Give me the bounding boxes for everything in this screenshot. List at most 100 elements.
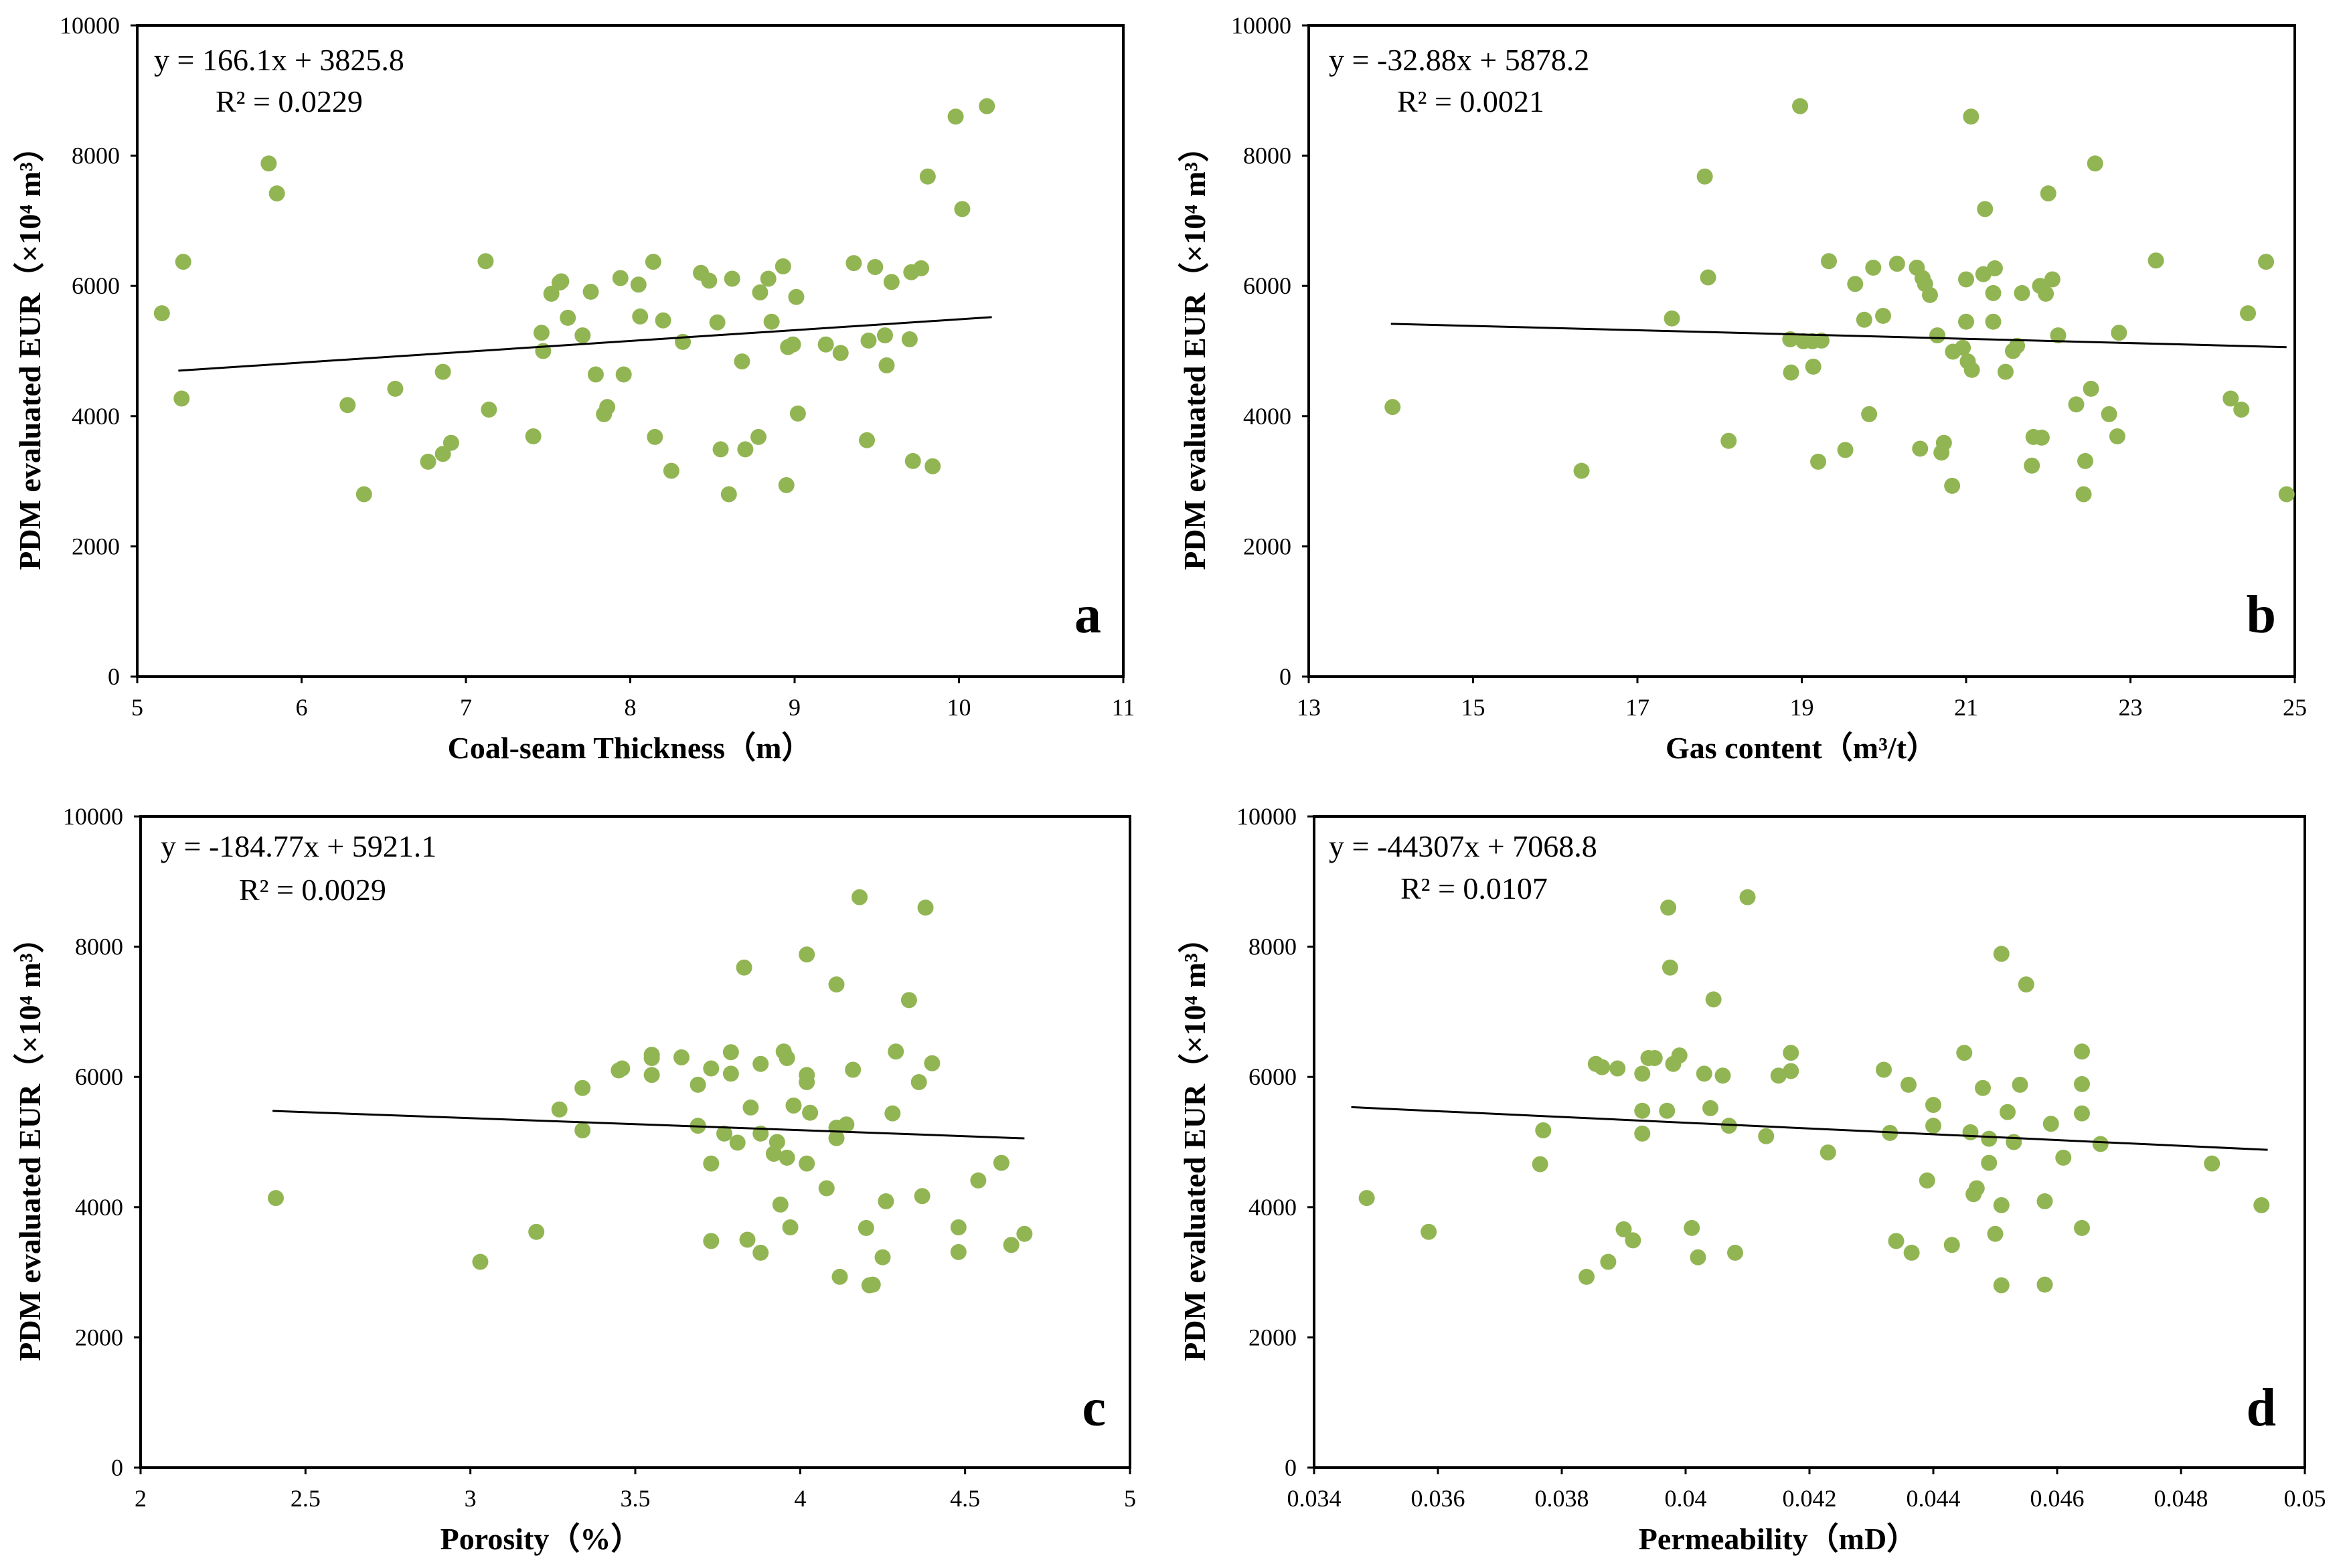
data-point xyxy=(799,1155,815,1172)
data-point xyxy=(1997,363,2014,380)
data-point xyxy=(1993,1277,2010,1294)
data-point xyxy=(736,959,752,976)
x-tick-label: 10 xyxy=(947,694,971,721)
data-point xyxy=(2101,406,2117,422)
data-point xyxy=(701,272,718,289)
data-point xyxy=(582,283,599,300)
data-point xyxy=(2040,185,2056,202)
data-point xyxy=(1958,271,1974,288)
y-tick-label: 6000 xyxy=(1243,272,1291,299)
data-point xyxy=(1993,1197,2010,1213)
x-axis-label: Permeability（mD） xyxy=(1639,1522,1917,1556)
data-point xyxy=(724,270,740,287)
data-point xyxy=(877,327,894,344)
data-point xyxy=(1981,1130,1998,1147)
regression-equation: y = -32.88x + 5878.2 xyxy=(1329,43,1589,77)
data-point xyxy=(1421,1223,1437,1240)
x-tick-label: 13 xyxy=(1297,694,1321,721)
plot-area-frame xyxy=(1307,24,2296,678)
y-tick-label: 6000 xyxy=(1248,1063,1297,1090)
data-point xyxy=(267,1190,284,1207)
data-point xyxy=(2253,1197,2270,1213)
data-point xyxy=(1700,269,1716,286)
data-point xyxy=(914,1188,931,1205)
data-point xyxy=(1705,991,1722,1008)
data-point xyxy=(752,1055,769,1072)
panel-b: 0 2000 4000 6000 8000 10000 13 15 17 19 21 23 25 y =… xyxy=(1178,12,2307,765)
data-point xyxy=(2111,325,2127,341)
trend-line xyxy=(178,316,992,372)
data-point xyxy=(1963,108,1980,125)
data-point xyxy=(1660,899,1677,916)
data-point xyxy=(993,1154,1009,1171)
regression-equation: y = -184.77x + 5921.1 xyxy=(161,829,436,863)
data-point xyxy=(1955,339,1971,356)
y-tick-label: 4000 xyxy=(72,403,120,430)
data-point xyxy=(1579,1268,1595,1285)
x-tick-label: 2.5 xyxy=(291,1485,321,1512)
data-point xyxy=(2077,452,2093,469)
data-point xyxy=(901,331,918,347)
data-point xyxy=(1986,260,2003,276)
x-tick-label: 7 xyxy=(460,694,472,721)
data-point xyxy=(917,899,934,916)
data-point xyxy=(950,1219,967,1235)
data-point xyxy=(1944,477,1961,494)
data-point xyxy=(2074,1219,2090,1236)
data-point xyxy=(831,1268,848,1285)
data-point xyxy=(884,1105,901,1122)
data-point xyxy=(2042,1116,2059,1132)
data-point xyxy=(645,254,661,270)
plot-area-frame xyxy=(139,815,1131,1469)
r-squared-label: R² = 0.0029 xyxy=(239,873,386,907)
data-point xyxy=(1792,98,1809,114)
data-point xyxy=(722,1044,739,1061)
data-point xyxy=(387,380,404,397)
data-point xyxy=(775,258,791,275)
data-point xyxy=(2038,285,2054,302)
data-point xyxy=(612,270,629,286)
data-point xyxy=(1600,1253,1617,1270)
data-point xyxy=(2006,1134,2022,1150)
data-point xyxy=(647,428,663,445)
data-point xyxy=(859,432,876,448)
r-squared-label: R² = 0.0021 xyxy=(1397,84,1544,118)
y-tick-label: 2000 xyxy=(1243,533,1291,559)
x-axis-label: Coal-seam Thickness（m） xyxy=(448,731,813,765)
data-point xyxy=(947,108,964,125)
y-axis-label: PDM evaluated EUR（×10⁴ m³） xyxy=(1178,131,1212,570)
data-point xyxy=(615,366,632,383)
data-point xyxy=(472,1253,489,1270)
data-point xyxy=(1820,1144,1836,1161)
data-point xyxy=(1837,442,1854,458)
panel-letter: b xyxy=(2247,586,2277,644)
data-point xyxy=(2278,486,2295,503)
data-point xyxy=(772,1196,789,1213)
data-point xyxy=(818,1180,835,1197)
data-point xyxy=(2036,1276,2053,1293)
x-tick-label: 4 xyxy=(794,1485,806,1512)
data-point xyxy=(763,313,780,330)
data-point xyxy=(742,1099,759,1116)
data-point xyxy=(1963,361,1980,378)
data-point xyxy=(1975,1079,1991,1096)
y-tick-label: 2000 xyxy=(72,533,120,559)
data-point xyxy=(2009,337,2026,354)
data-point xyxy=(828,976,845,993)
data-point xyxy=(663,462,679,479)
data-point xyxy=(1662,959,1678,976)
data-point xyxy=(533,325,550,341)
data-point xyxy=(587,366,604,383)
y-tick-label: 8000 xyxy=(75,934,123,960)
x-tick-label: 4.5 xyxy=(950,1485,980,1512)
data-point xyxy=(2258,254,2275,270)
y-axis-label: PDM evaluated EUR（×10⁴ m³） xyxy=(13,922,47,1361)
data-point xyxy=(703,1233,720,1249)
x-tick-label: 21 xyxy=(1954,694,1978,721)
x-tick-label: 0.05 xyxy=(2284,1485,2326,1512)
data-point xyxy=(1925,1097,1941,1114)
x-tick-label: 17 xyxy=(1625,694,1649,721)
data-point xyxy=(442,434,459,451)
data-point xyxy=(1810,453,1827,470)
data-point xyxy=(1625,1232,1641,1249)
